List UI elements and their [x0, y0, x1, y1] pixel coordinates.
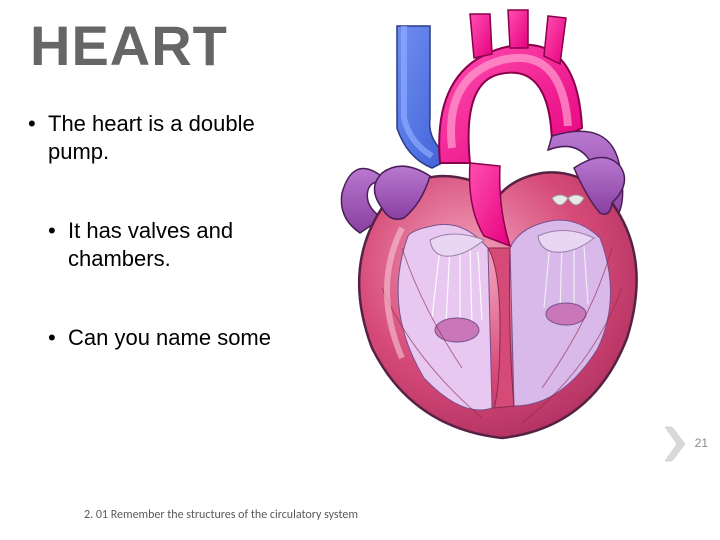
footer-text: 2. 01 Remember the structures of the cir… [84, 508, 358, 522]
bullet-text: The heart is a double pump. [48, 110, 300, 165]
slide: HEART • The heart is a double pump. • It… [0, 0, 720, 540]
bullet-dot-icon: • [20, 110, 48, 165]
bullet-text: It has valves and chambers. [68, 217, 300, 272]
list-item: • Can you name some [40, 324, 300, 352]
bullet-list: • The heart is a double pump. • It has v… [30, 110, 300, 352]
bullet-text: Can you name some [68, 324, 300, 352]
bullet-dot-icon: • [40, 217, 68, 272]
heart-svg-icon [312, 8, 672, 448]
heart-diagram [312, 8, 672, 448]
bullet-dot-icon: • [40, 324, 68, 352]
chevron-path [665, 427, 685, 461]
list-item: • The heart is a double pump. [20, 110, 300, 165]
chevron-right-icon [664, 426, 686, 462]
page-number: 21 [695, 436, 708, 450]
list-item: • It has valves and chambers. [40, 217, 300, 272]
